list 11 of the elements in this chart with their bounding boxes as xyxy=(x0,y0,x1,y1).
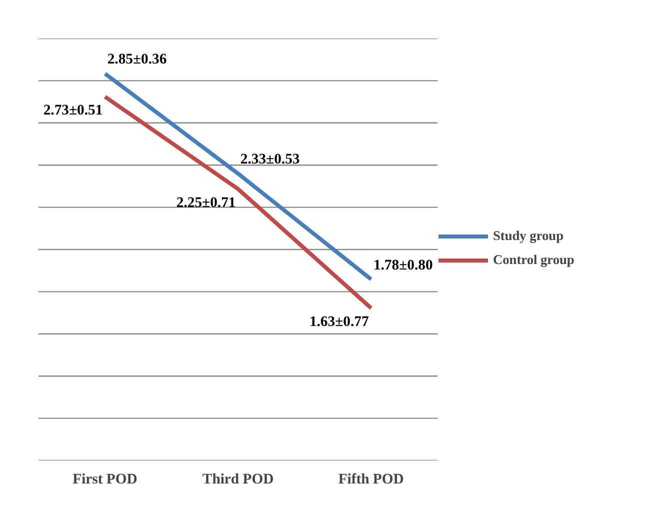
data-label: 2.73±0.51 xyxy=(43,102,103,119)
data-label: 1.78±0.80 xyxy=(373,257,433,274)
data-label: 2.85±0.36 xyxy=(107,52,167,68)
data-label: 2.33±0.53 xyxy=(240,152,300,168)
data-label: 1.63±0.77 xyxy=(309,314,369,330)
legend-label: Control group xyxy=(493,252,574,268)
x-tick-label: Fifth POD xyxy=(338,472,404,488)
x-tick-label: First POD xyxy=(72,472,138,488)
legend-label: Study group xyxy=(493,228,564,244)
x-tick-label: Third POD xyxy=(202,472,274,488)
data-label: 2.25±0.71 xyxy=(176,194,236,211)
